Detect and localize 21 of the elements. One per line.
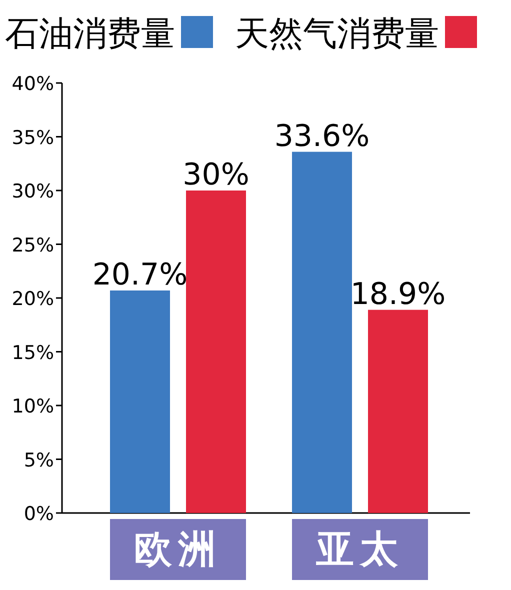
data-label: 33.6% bbox=[274, 118, 370, 154]
y-tick-label: 5% bbox=[24, 449, 54, 472]
bar bbox=[368, 310, 428, 513]
data-label: 30% bbox=[182, 158, 250, 192]
y-tick-label: 35% bbox=[12, 126, 54, 149]
y-tick-label: 20% bbox=[12, 288, 54, 310]
y-tick-label: 25% bbox=[12, 234, 54, 256]
y-tick-label: 30% bbox=[12, 180, 54, 202]
legend-label: 石油消费量 bbox=[5, 14, 175, 54]
data-label: 20.7% bbox=[92, 257, 188, 292]
y-tick-label: 15% bbox=[12, 342, 54, 364]
bar bbox=[186, 190, 246, 513]
data-label: 18.9% bbox=[350, 276, 446, 312]
y-tick-label: 40% bbox=[12, 73, 54, 95]
bar bbox=[110, 290, 170, 513]
legend-label: 天然气消费量 bbox=[235, 14, 439, 54]
x-tick-label: 欧洲 bbox=[134, 527, 222, 571]
bar bbox=[292, 152, 352, 513]
x-tick-label: 亚太 bbox=[315, 527, 404, 571]
y-tick-label: 0% bbox=[24, 503, 54, 525]
y-tick-label: 10% bbox=[12, 396, 54, 418]
